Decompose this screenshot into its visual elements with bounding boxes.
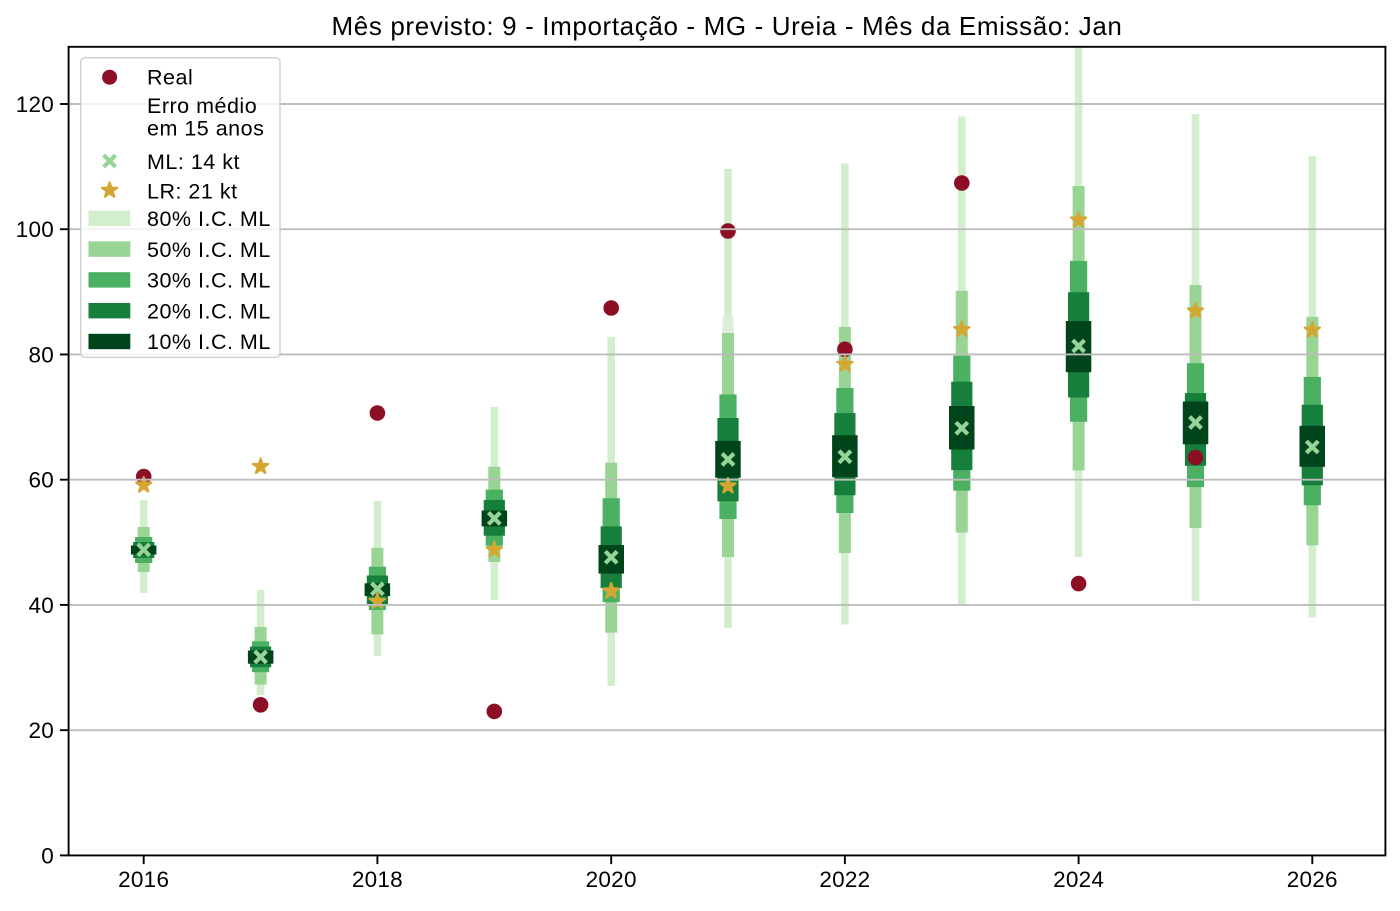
svg-text:2026: 2026 [1287,867,1338,892]
svg-text:2024: 2024 [1053,867,1104,892]
svg-text:ML: 14 kt: ML: 14 kt [147,150,240,174]
svg-text:Real: Real [147,65,193,89]
svg-text:40: 40 [28,593,54,618]
svg-text:0: 0 [41,843,54,868]
svg-text:20: 20 [28,718,54,743]
svg-text:30% I.C. ML: 30% I.C. ML [147,269,271,293]
svg-text:100: 100 [16,217,54,242]
svg-text:20% I.C. ML: 20% I.C. ML [147,299,271,323]
svg-text:Mês previsto: 9 - Importação -: Mês previsto: 9 - Importação - MG - Urei… [331,11,1122,41]
svg-text:em 15 anos: em 15 anos [147,116,264,140]
svg-text:60: 60 [28,468,54,493]
svg-text:80: 80 [28,343,54,368]
svg-text:120: 120 [16,92,54,117]
svg-text:10% I.C. ML: 10% I.C. ML [147,330,271,354]
svg-text:50% I.C. ML: 50% I.C. ML [147,238,271,262]
svg-text:2016: 2016 [118,867,169,892]
svg-text:80% I.C. ML: 80% I.C. ML [147,207,271,231]
svg-text:2018: 2018 [352,867,403,892]
svg-text:2022: 2022 [819,867,870,892]
svg-text:Erro médio: Erro médio [147,94,257,118]
svg-text:LR: 21 kt: LR: 21 kt [147,180,238,204]
svg-text:2020: 2020 [586,867,637,892]
